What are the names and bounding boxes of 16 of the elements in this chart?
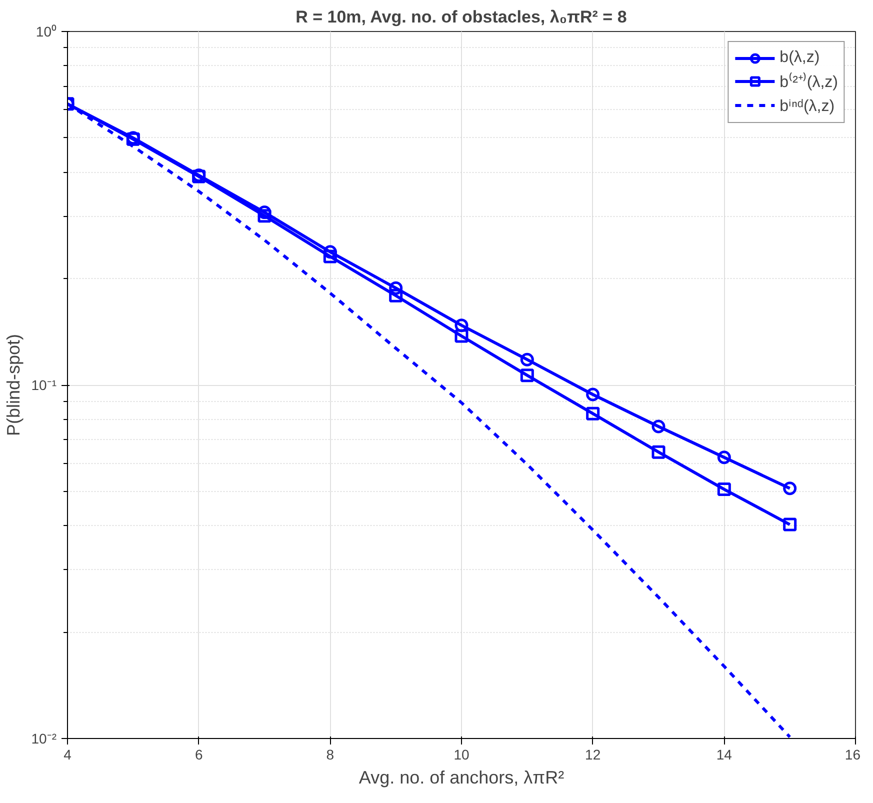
x-tick-label: 12 bbox=[585, 746, 601, 762]
x-tick-label: 16 bbox=[844, 746, 861, 762]
y-tick-label: 10⁰ bbox=[36, 24, 57, 40]
chart-title: R = 10m, Avg. no. of obstacles, λ₀πR² = 8 bbox=[296, 8, 627, 26]
y-axis-title: P(blind-spot) bbox=[3, 334, 24, 436]
legend-label: b(λ,z) bbox=[780, 49, 820, 67]
x-tick-label: 4 bbox=[64, 746, 72, 762]
x-tick-label: 6 bbox=[194, 746, 203, 762]
y-tick-label: 10⁻² bbox=[31, 730, 57, 746]
x-tick-label: 8 bbox=[326, 746, 334, 762]
x-tick-label: 14 bbox=[716, 746, 732, 762]
legend-label: b⁽²⁺⁾(λ,z) bbox=[780, 72, 838, 92]
legend-label: bⁱⁿᵈ(λ,z) bbox=[780, 97, 835, 116]
x-tick-label: 10 bbox=[454, 746, 470, 762]
y-tick-label: 10⁻¹ bbox=[31, 377, 57, 393]
x-axis-title: Avg. no. of anchors, λπR² bbox=[358, 768, 564, 788]
